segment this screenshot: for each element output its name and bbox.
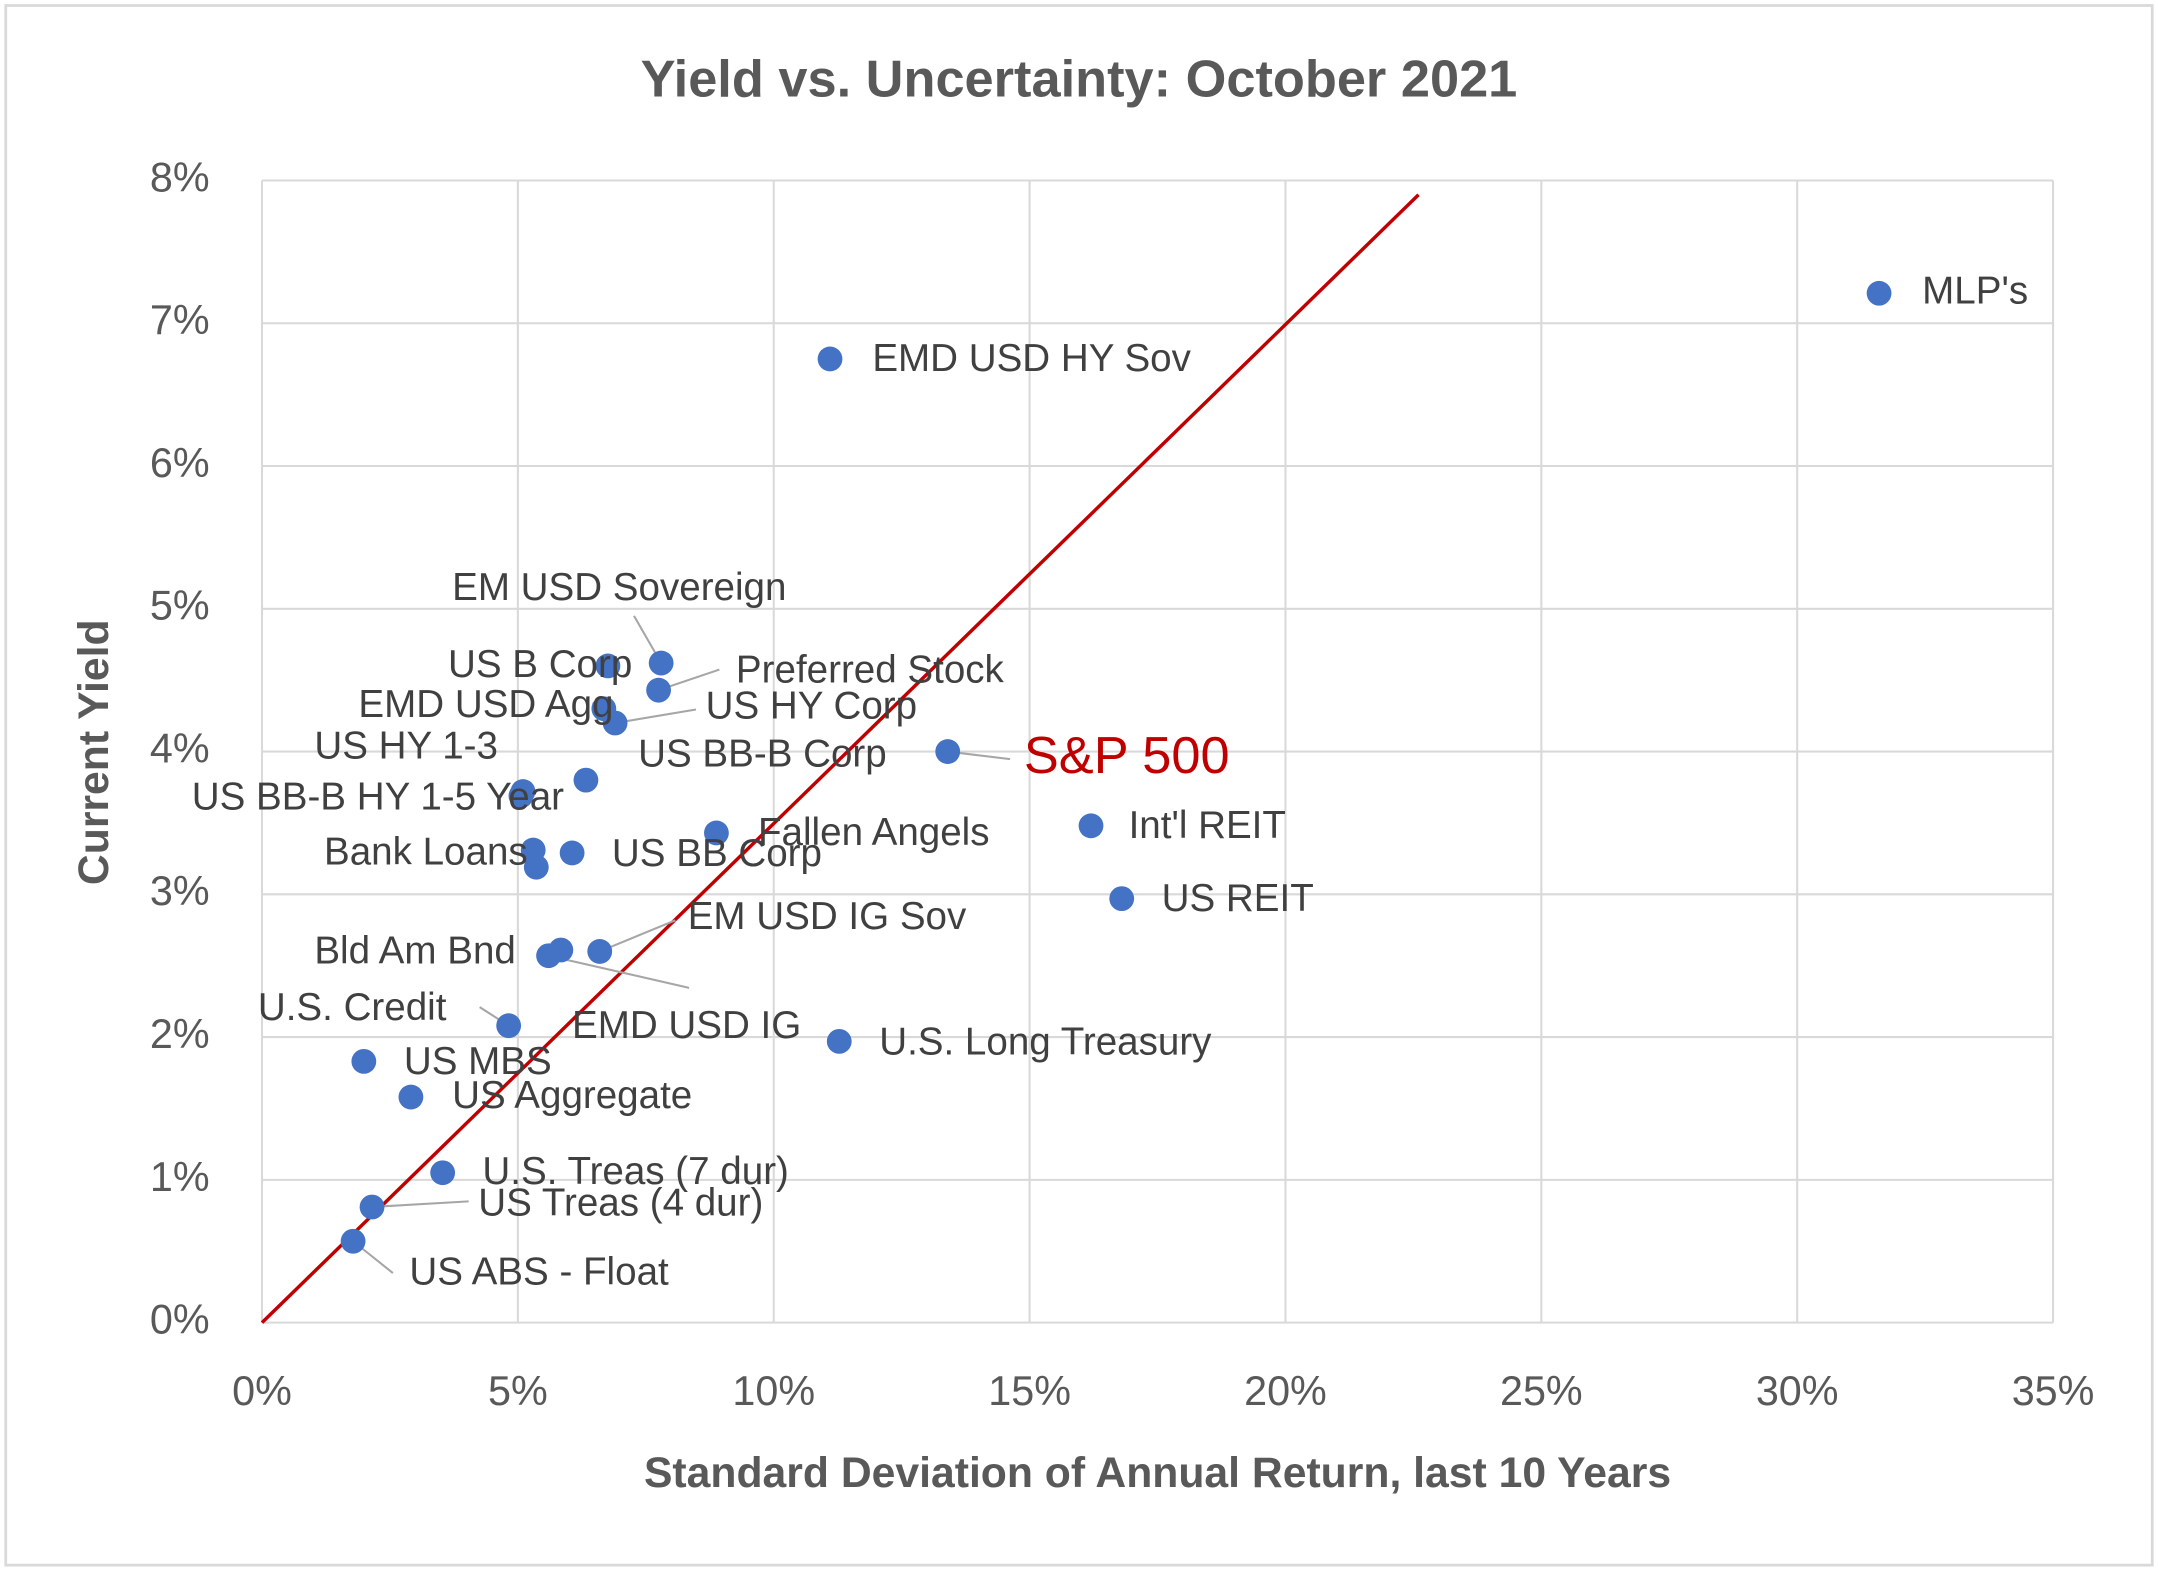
data-point [496,1013,522,1039]
point-label: EMD USD IG [572,1004,801,1047]
data-point [398,1084,424,1110]
data-point [826,1028,852,1054]
leader-line [599,919,676,953]
x-tick-label: 15% [988,1368,1071,1414]
data-point [646,677,671,703]
y-tick-label: 7% [150,297,210,343]
point-label: US BB-B Corp [638,733,887,776]
y-tick-label: 0% [150,1297,210,1343]
data-point [595,653,621,679]
data-point [704,820,729,846]
highlight-label: S&P 500 [1024,727,1230,785]
y-tick-label: 2% [150,1011,210,1057]
data-point [1866,280,1892,306]
point-label: US HY 1-3 [314,724,498,767]
point-label: Int'l REIT [1129,804,1286,847]
point-label: US ABS - Float [409,1251,669,1294]
data-point [573,767,599,793]
point-label: US BB-B HY 1-5 Year [192,775,564,818]
point-label: U.S. Treas (7 dur) [482,1150,788,1193]
data-point [359,1194,385,1220]
point-label: EMD USD HY Sov [872,337,1191,380]
x-tick-label: 0% [232,1368,292,1414]
data-point [430,1160,456,1186]
x-tick-label: 20% [1244,1368,1327,1414]
data-point [935,739,961,764]
point-label: US REIT [1162,877,1314,920]
point-label: US Treas (4 dur) [478,1182,763,1225]
data-point [817,346,843,372]
point-label: EM USD Sovereign [452,566,786,609]
y-tick-label: 5% [150,583,210,629]
trendline [260,193,1420,1324]
x-tick-label: 25% [1500,1368,1583,1414]
x-axis-title: Standard Deviation of Annual Return, las… [644,1449,1671,1497]
point-label: EM USD IG Sov [688,895,967,938]
point-label: Preferred Stock [736,649,1005,692]
point-label: Bank Loans [324,830,528,873]
y-axis-title: Current Yield [70,619,118,885]
point-label: US BB Corp [612,832,822,875]
data-point [587,939,613,964]
leader-line [548,954,690,989]
x-tick-label: 35% [2012,1368,2095,1414]
chart-frame [4,4,2154,1567]
leader-line [614,708,697,725]
data-point [523,854,549,880]
data-point [559,840,585,866]
point-label: US B Corp [448,643,632,686]
data-point [351,1048,377,1074]
data-point [648,650,674,676]
point-label: Bld Am Bnd [314,930,516,973]
x-tick-label: 5% [488,1368,548,1414]
point-label: US HY Corp [706,684,917,727]
point-label: US Aggregate [452,1074,692,1117]
data-point [1078,813,1104,839]
data-point [602,710,628,736]
point-label: Fallen Angels [758,811,990,854]
y-tick-label: 6% [150,440,210,486]
y-tick-label: 4% [150,725,210,771]
point-label: U.S. Long Treasury [879,1021,1212,1064]
y-tick-label: 3% [150,868,210,914]
leader-line [371,1200,469,1209]
point-label: EMD USD Agg [358,683,613,726]
data-point [340,1228,366,1254]
y-tick-label: 8% [150,154,210,200]
point-label: US MBS [404,1040,552,1083]
data-point [536,943,561,969]
y-tick-label: 1% [150,1154,210,1200]
x-tick-label: 10% [732,1368,815,1414]
point-label: MLP's [1922,270,2028,313]
chart-title: Yield vs. Uncertainty: October 2021 [641,50,1518,108]
data-point [508,783,534,809]
x-tick-label: 30% [1756,1368,1839,1414]
point-label: U.S. Credit [258,986,447,1029]
data-point [1109,886,1135,912]
